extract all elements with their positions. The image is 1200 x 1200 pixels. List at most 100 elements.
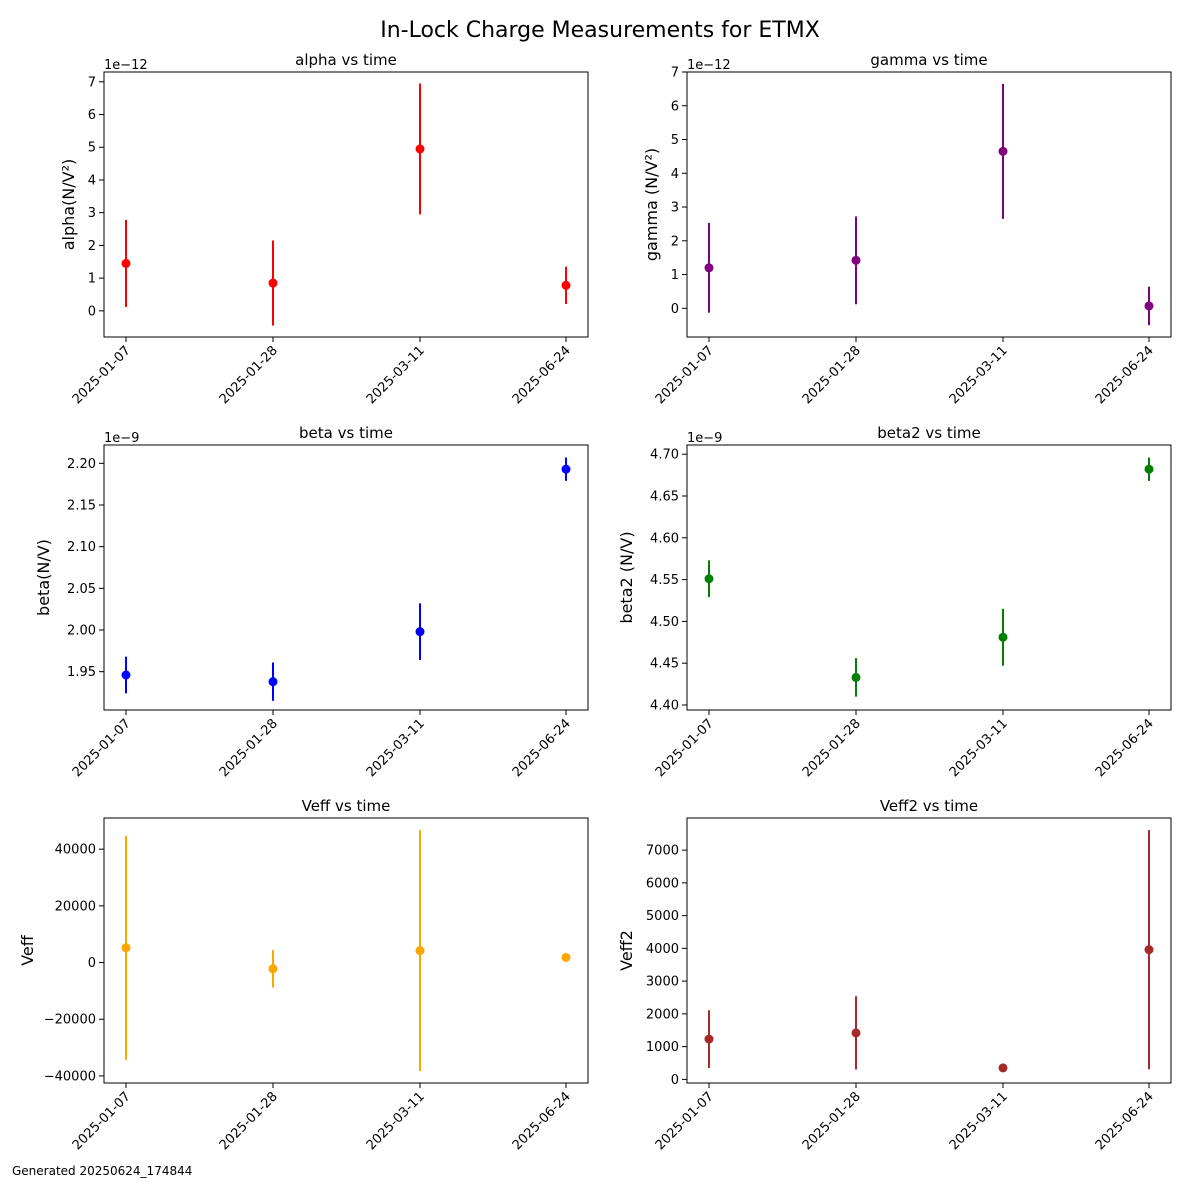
data-point [268, 677, 278, 687]
y-tick-label: 2000 [646, 1007, 679, 1022]
data-point [998, 632, 1008, 642]
y-tick-label: 4 [88, 173, 96, 188]
axes-frame [103, 71, 589, 338]
y-tick-label: 2 [671, 234, 679, 249]
data-point [415, 144, 425, 154]
data-point [121, 670, 131, 680]
y-tick-label: 1 [671, 268, 679, 283]
y-tick-label: 4.45 [650, 657, 679, 672]
y-tick-label: 7 [88, 75, 96, 90]
data-point [561, 280, 571, 290]
x-tick-label: 2025-06-24 [510, 716, 574, 780]
figure-title: In-Lock Charge Measurements for ETMX [380, 18, 820, 43]
y-tick-label: 1 [88, 272, 96, 287]
data-point [1144, 301, 1154, 311]
data-point [704, 1034, 714, 1044]
generated-timestamp: Generated 20250624_174844 [12, 1164, 193, 1178]
y-tick-label: 4.60 [650, 531, 679, 546]
y-tick-label: 20000 [55, 899, 96, 914]
y-tick-label: 6 [671, 99, 679, 114]
data-point [121, 943, 131, 953]
gamma-plot: gamma vs time 1e−12 gamma (N/V²) 0 1 2 3 4 5 6 7 20… [642, 51, 1172, 407]
x-tick-label: 2025-01-07 [70, 1089, 134, 1153]
axes-frame [686, 444, 1172, 711]
subplot-title: alpha vs time [295, 51, 397, 69]
y-tick-label: −40000 [44, 1069, 96, 1084]
y-tick-label: 2 [88, 239, 96, 254]
data-point [268, 964, 278, 974]
data-point [268, 278, 278, 288]
y-tick-label: 4000 [646, 942, 679, 957]
data-point [998, 1063, 1008, 1073]
axes-frame [686, 817, 1172, 1084]
x-tick-label: 2025-01-28 [800, 716, 864, 780]
y-axis-label: Veff2 [617, 930, 636, 971]
y-tick-label: 5000 [646, 909, 679, 924]
x-tick-label: 2025-06-24 [1093, 343, 1157, 407]
y-tick-label: 2.20 [67, 457, 96, 472]
y-tick-label: 2.15 [67, 499, 96, 514]
data-point [851, 1028, 861, 1038]
x-tick-label: 2025-03-11 [947, 1089, 1011, 1153]
data-point [851, 255, 861, 265]
veff2-plot: Veff2 vs time Veff2 0 1000 2000 3000 4000 5000 6… [617, 797, 1172, 1153]
veff-plot: Veff vs time Veff −40000 −20000 0 20000 40000 2… [18, 797, 589, 1153]
y-tick-label: 3 [671, 201, 679, 216]
x-tick-label: 2025-03-11 [364, 343, 428, 407]
x-tick-label: 2025-01-07 [653, 716, 717, 780]
data-point [561, 464, 571, 474]
data-point [851, 672, 861, 682]
y-tick-label: 6 [88, 108, 96, 123]
y-tick-label: 4.40 [650, 698, 679, 713]
x-tick-label: 2025-01-07 [70, 716, 134, 780]
y-tick-label: 7000 [646, 844, 679, 859]
y-tick-label: 7 [671, 66, 679, 81]
beta2-plot: beta2 vs time 1e−9 beta2 (N/V) 4.40 4.45 4.50… [617, 424, 1172, 780]
x-tick-label: 2025-01-07 [653, 343, 717, 407]
data-point [415, 946, 425, 956]
y-tick-label: 0 [88, 956, 96, 971]
x-tick-label: 2025-03-11 [947, 716, 1011, 780]
y-tick-label: 6000 [646, 876, 679, 891]
x-tick-label: 2025-06-24 [1093, 716, 1157, 780]
y-tick-label: 5 [88, 141, 96, 156]
y-tick-label: 0 [671, 302, 679, 317]
y-tick-label: 2.10 [67, 540, 96, 555]
x-tick-label: 2025-01-07 [70, 343, 134, 407]
data-point [1144, 464, 1154, 474]
x-tick-label: 2025-01-28 [217, 343, 281, 407]
y-tick-label: 4.65 [650, 489, 679, 504]
offset-text: 1e−9 [687, 431, 722, 446]
subplot-title: beta2 vs time [877, 424, 980, 442]
subplot-title: gamma vs time [870, 51, 987, 69]
subplot-title: beta vs time [299, 424, 393, 442]
y-axis-label: beta2 (N/V) [617, 531, 636, 623]
subplot-title: Veff2 vs time [880, 797, 978, 815]
y-tick-label: 0 [88, 304, 96, 319]
x-tick-label: 2025-03-11 [364, 1089, 428, 1153]
y-tick-label: 4.70 [650, 448, 679, 463]
data-point [704, 574, 714, 584]
x-tick-label: 2025-01-28 [217, 716, 281, 780]
y-tick-label: 4.55 [650, 573, 679, 588]
alpha-plot: alpha vs time 1e−12 alpha(N/V²) 0 1 2 3 4 5 6 7 202… [59, 51, 589, 407]
x-tick-label: 2025-01-28 [800, 343, 864, 407]
y-axis-label: alpha(N/V²) [59, 159, 78, 251]
y-tick-label: 3 [88, 206, 96, 221]
x-tick-label: 2025-06-24 [510, 343, 574, 407]
y-tick-label: 1000 [646, 1040, 679, 1055]
axes-frame [103, 817, 589, 1084]
y-tick-label: 40000 [55, 843, 96, 858]
data-point [415, 627, 425, 637]
y-tick-label: 4.50 [650, 615, 679, 630]
x-tick-label: 2025-01-28 [800, 1089, 864, 1153]
x-tick-label: 2025-01-28 [217, 1089, 281, 1153]
y-tick-label: 4 [671, 167, 679, 182]
data-point [1144, 945, 1154, 955]
data-point [998, 146, 1008, 156]
data-point [704, 263, 714, 273]
x-tick-label: 2025-06-24 [1093, 1089, 1157, 1153]
y-tick-label: 1.95 [67, 665, 96, 680]
y-tick-label: −20000 [44, 1013, 96, 1028]
axes-frame [686, 71, 1172, 338]
